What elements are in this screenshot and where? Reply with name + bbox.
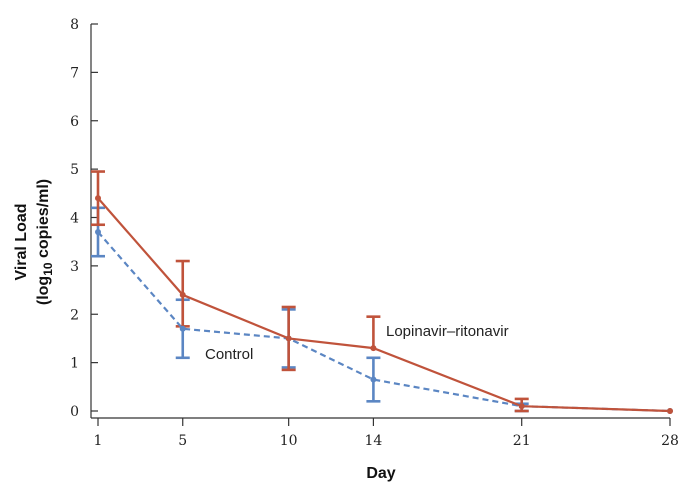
labels: Day Viral Load (log10 copies/ml) Lopinav… <box>13 179 509 482</box>
y-tick-label: 7 <box>70 65 79 81</box>
x-tick-label: 1 <box>94 433 103 449</box>
x-tick-label: 21 <box>513 433 531 449</box>
x-tick-label: 10 <box>280 433 298 449</box>
x-axis-label: Day <box>366 465 395 482</box>
y-tick-label: 5 <box>70 162 79 178</box>
data-point-control <box>179 325 186 332</box>
data-point-lopinavir <box>285 335 292 342</box>
y-axis-unit-label: (log10 copies/ml) <box>35 179 55 305</box>
x-tick-label: 14 <box>364 433 382 449</box>
series-label-lopinavir: Lopinavir–ritonavir <box>386 323 509 340</box>
error-bars <box>91 170 529 413</box>
series-line-lopinavir <box>97 197 671 413</box>
y-tick-label: 3 <box>70 259 79 275</box>
x-tick-label: 28 <box>661 433 679 449</box>
series-lines <box>97 197 671 413</box>
data-point-lopinavir <box>179 291 186 298</box>
y-tick-label: 6 <box>70 114 79 130</box>
data-point-lopinavir <box>370 345 377 352</box>
y-tick-label: 0 <box>70 404 79 420</box>
y-axis-unit-subscript: 10 <box>41 262 55 276</box>
y-tick-label: 8 <box>70 17 79 33</box>
data-points <box>95 195 673 414</box>
series-label-control: Control <box>205 346 253 363</box>
x-tick-label: 5 <box>178 433 187 449</box>
y-tick-label: 4 <box>70 211 79 227</box>
data-point-control <box>95 229 101 236</box>
y-axis-label: Viral Load <box>13 203 30 280</box>
data-point-lopinavir <box>518 403 525 410</box>
y-tick-label: 2 <box>70 307 79 323</box>
data-point-lopinavir <box>667 408 673 414</box>
data-point-lopinavir <box>95 195 101 202</box>
y-tick-label: 1 <box>70 356 79 372</box>
data-point-control <box>370 376 377 383</box>
